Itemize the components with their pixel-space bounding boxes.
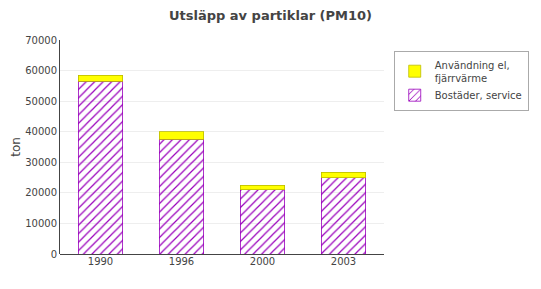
svg-text:60000: 60000: [25, 65, 57, 76]
svg-text:Bostäder, service: Bostäder, service: [435, 90, 522, 101]
svg-text:1996: 1996: [169, 256, 194, 267]
svg-text:2000: 2000: [250, 256, 275, 267]
svg-text:70000: 70000: [25, 35, 57, 46]
svg-text:2003: 2003: [331, 256, 356, 267]
svg-text:50000: 50000: [25, 96, 57, 107]
svg-text:Utsläpp av partiklar (PM10): Utsläpp av partiklar (PM10): [169, 8, 372, 23]
svg-text:40000: 40000: [25, 126, 57, 137]
svg-text:ton: ton: [9, 137, 23, 157]
svg-text:30000: 30000: [25, 157, 57, 168]
svg-text:1990: 1990: [88, 256, 113, 267]
svg-text:10000: 10000: [25, 218, 57, 229]
svg-text:Användning el,fjärrvärme: Användning el,fjärrvärme: [435, 60, 510, 84]
svg-text:0: 0: [51, 249, 57, 260]
svg-text:20000: 20000: [25, 187, 57, 198]
